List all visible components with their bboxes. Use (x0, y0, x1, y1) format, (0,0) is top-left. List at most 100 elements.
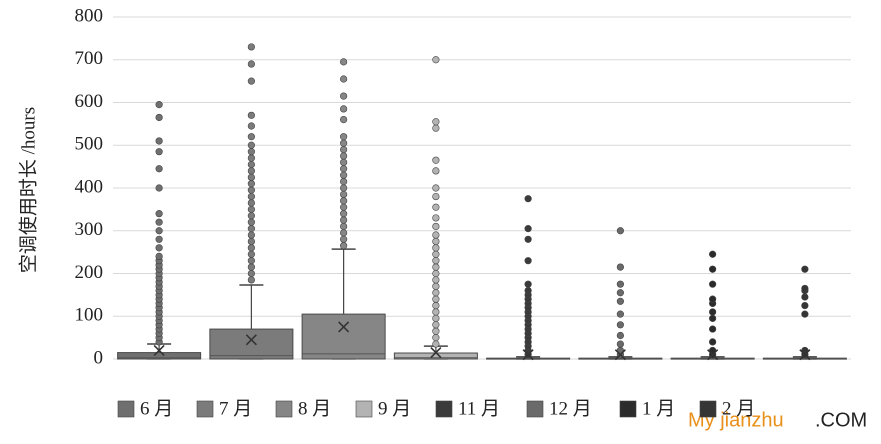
legend-swatch (355, 400, 373, 418)
outlier (801, 310, 809, 318)
outlier (709, 325, 717, 333)
legend-label: 6 月 (140, 398, 173, 419)
mean-marker (707, 349, 719, 361)
outlier (432, 231, 440, 239)
outlier (616, 263, 624, 271)
outlier (155, 227, 163, 235)
y-tick-label: 400 (75, 176, 104, 197)
outlier (155, 113, 163, 122)
legend-label: 1 月 (642, 398, 675, 419)
outlier (340, 115, 348, 124)
mean-marker (153, 344, 165, 357)
outlier (155, 210, 163, 218)
outlier (340, 145, 348, 154)
legend-label: 11 月 (458, 398, 500, 419)
outlier (247, 250, 255, 258)
outlier (247, 111, 255, 119)
outlier (247, 257, 255, 265)
outlier (247, 205, 255, 213)
outlier (524, 225, 532, 233)
y-tick-label: 0 (94, 347, 104, 368)
outlier (432, 250, 440, 258)
legend-label: 9 月 (378, 398, 411, 419)
outlier (432, 244, 440, 252)
outlier (432, 237, 440, 246)
outlier (247, 122, 255, 130)
legend-swatch (699, 400, 717, 418)
legend-swatch (619, 400, 637, 418)
outlier (524, 287, 532, 295)
y-tick-label: 500 (75, 134, 104, 155)
box (117, 352, 202, 360)
outlier (616, 331, 624, 340)
outlier (247, 154, 255, 162)
outlier (801, 301, 809, 310)
outlier (801, 265, 809, 273)
outlier (616, 321, 624, 329)
outlier (340, 75, 348, 83)
y-tick-label: 200 (75, 262, 104, 283)
outlier (247, 60, 255, 68)
box (301, 313, 386, 360)
outlier (155, 165, 163, 173)
outlier (247, 141, 255, 149)
outlier (247, 77, 255, 85)
legend-label: 7 月 (219, 398, 252, 419)
outlier (340, 58, 348, 66)
outlier (432, 124, 440, 132)
outlier (340, 210, 348, 218)
box (209, 328, 294, 360)
outlier (616, 280, 624, 288)
outlier (524, 257, 532, 265)
legend-label: 8 月 (298, 398, 331, 419)
outlier (432, 118, 440, 126)
outlier (432, 222, 440, 231)
outlier (340, 92, 348, 100)
outlier (247, 180, 255, 188)
outlier (801, 284, 809, 293)
legend-swatch (275, 400, 293, 418)
outlier (340, 177, 348, 186)
outlier (340, 184, 348, 192)
outlier (432, 327, 440, 335)
mean-marker (799, 349, 811, 361)
outlier (155, 244, 163, 252)
legend-swatch (196, 400, 214, 418)
outlier (432, 295, 440, 303)
outlier (432, 214, 440, 222)
outlier (432, 340, 440, 348)
mean-marker (522, 349, 534, 361)
outlier (432, 276, 440, 284)
outlier (524, 235, 532, 243)
outlier (432, 282, 440, 290)
outlier (709, 308, 717, 316)
y-tick-label: 600 (75, 91, 104, 112)
outlier (432, 289, 440, 297)
outlier (432, 156, 440, 164)
outlier (432, 192, 440, 201)
outlier (340, 222, 348, 231)
outlier (340, 152, 348, 160)
outlier (340, 190, 348, 199)
outlier (432, 257, 440, 265)
outlier (340, 105, 348, 113)
legend-swatch (117, 400, 135, 418)
outlier (340, 197, 348, 205)
outlier (155, 218, 163, 226)
mean-marker (245, 334, 257, 346)
outlier (432, 269, 440, 278)
outlier (432, 167, 440, 175)
outlier (247, 263, 255, 271)
outlier (340, 133, 348, 141)
y-tick-label: 100 (75, 305, 104, 326)
y-tick-label: 800 (75, 5, 104, 26)
outlier (432, 314, 440, 322)
outlier (524, 280, 532, 288)
outlier (247, 192, 255, 201)
outlier (340, 235, 348, 243)
outlier (155, 184, 163, 192)
legend-swatch (526, 400, 544, 418)
outlier (155, 235, 163, 243)
outlier (247, 218, 255, 226)
legend-label: 12 月 (549, 398, 592, 419)
